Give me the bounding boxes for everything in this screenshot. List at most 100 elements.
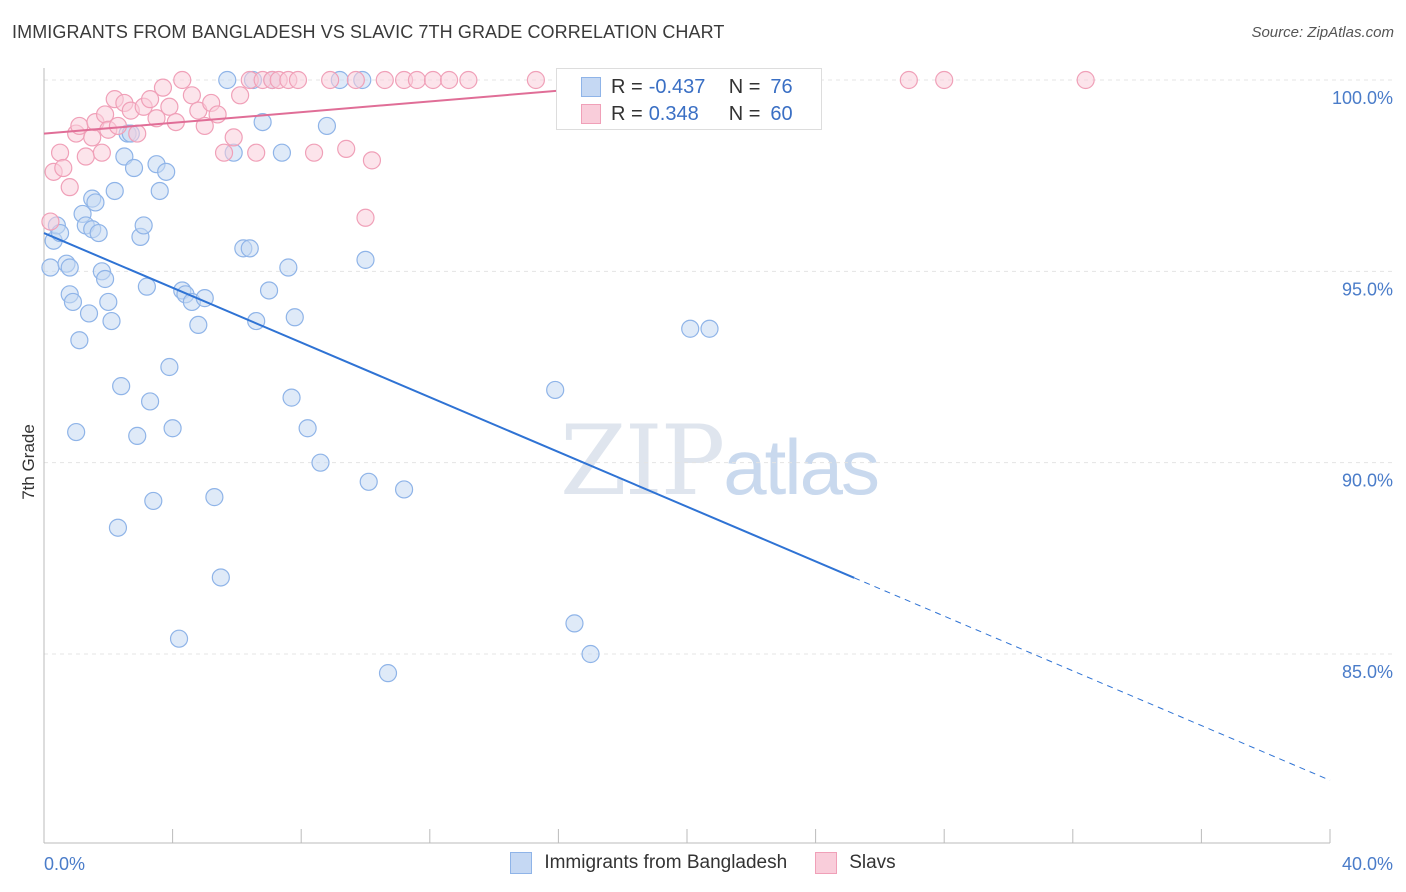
trend-lines [43,79,1331,781]
point-slavs [173,70,192,90]
point-bangladesh [95,269,115,289]
point-slavs [214,143,234,162]
chart-title: IMMIGRANTS FROM BANGLADESH VS SLAVIC 7TH… [12,22,725,42]
point-slavs [356,208,375,227]
point-slavs [247,143,266,162]
point-bangladesh [311,453,330,472]
point-bangladesh [356,250,375,269]
point-slavs [195,116,214,136]
point-slavs [362,151,382,170]
point-bangladesh [99,292,118,312]
point-bangladesh [60,258,79,277]
point-bangladesh [102,311,121,331]
point-bangladesh [279,258,298,277]
point-bangladesh [79,304,99,323]
point-slavs [60,178,79,197]
x-tick-label-max: 40.0% [1342,854,1393,874]
legend-item-slavs[interactable]: Slavs [815,852,896,874]
y-tick-label: 90.0% [1342,471,1393,491]
trend-line-bangladesh-extrapolated [853,577,1331,781]
point-bangladesh [565,614,584,633]
watermark-zip: ZIP [560,405,725,517]
point-bangladesh [150,181,169,201]
point-slavs [423,70,443,90]
point-slavs [439,70,459,90]
point-bangladesh [359,472,378,491]
legend-label-bangladesh: Immigrants from Bangladesh [544,852,788,873]
point-bangladesh [240,239,259,258]
point-slavs [375,70,394,90]
legend-r-value: 0.348 [648,102,699,125]
point-bangladesh [140,392,160,411]
legend-swatch-slavs [581,104,601,124]
point-bangladesh [681,319,700,338]
point-slavs [54,158,73,178]
axes [43,68,1331,844]
point-slavs [459,70,478,90]
stats-legend: R = -0.437 N = 76 R = 0.348 N = 60 [556,68,822,130]
point-slavs [160,97,179,116]
point-slavs [526,70,545,90]
legend-r-label: R = [611,75,643,98]
series-legend: Immigrants from Bangladesh Slavs [0,852,1406,874]
point-bangladesh [112,377,131,396]
legend-label-slavs: Slavs [849,852,896,873]
point-slavs [83,128,102,147]
point-slavs [41,212,60,231]
point-slavs [321,70,340,90]
point-bangladesh [137,277,156,296]
point-bangladesh [259,281,279,300]
point-bangladesh [157,162,176,181]
point-bangladesh [700,319,719,338]
point-slavs [140,90,160,109]
point-bangladesh [205,488,224,507]
legend-swatch-bangladesh [581,77,601,97]
point-bangladesh [89,223,108,243]
legend-row-slavs: R = 0.348 N = 60 [581,102,793,126]
point-slavs [899,70,918,90]
legend-swatch-slavs [815,852,838,874]
point-slavs [231,86,250,105]
point-bangladesh [67,422,86,442]
point-slavs [92,143,111,162]
trend-line-bangladesh [43,232,855,579]
point-bangladesh [70,331,89,350]
legend-n-label: N = [728,75,761,98]
legend-r-value: -0.437 [648,75,706,98]
gridlines [44,79,1392,655]
legend-n-value: 60 [770,102,793,125]
point-slavs [50,143,70,162]
point-bangladesh [253,112,272,132]
data-points [41,70,1095,683]
legend-n-label: N = [728,102,761,125]
point-slavs [337,139,356,158]
point-slavs [304,143,324,162]
point-bangladesh [124,158,144,178]
point-slavs [182,86,201,105]
point-bangladesh [144,491,163,511]
point-slavs [346,70,365,90]
point-bangladesh [394,480,414,499]
point-bangladesh [189,315,208,335]
y-tick-label: 95.0% [1342,279,1393,299]
point-bangladesh [378,664,398,683]
point-slavs [407,70,427,90]
watermark: ZIPatlas [560,405,880,517]
chart-source: Source: ZipAtlas.com [1251,24,1394,41]
point-bangladesh [298,419,317,438]
point-bangladesh [63,292,83,312]
point-bangladesh [41,258,60,277]
point-bangladesh [218,70,237,90]
point-bangladesh [272,143,292,162]
legend-swatch-bangladesh [510,852,533,874]
x-tick-label-min: 0.0% [44,854,85,874]
point-bangladesh [134,216,153,235]
point-bangladesh [546,380,565,400]
watermark-atlas: atlas [723,423,880,511]
legend-row-bangladesh: R = -0.437 N = 76 [581,75,793,99]
legend-item-bangladesh[interactable]: Immigrants from Bangladesh [510,852,787,874]
point-slavs [153,78,173,97]
point-bangladesh [282,388,301,407]
y-tick-label: 85.0% [1342,662,1393,682]
